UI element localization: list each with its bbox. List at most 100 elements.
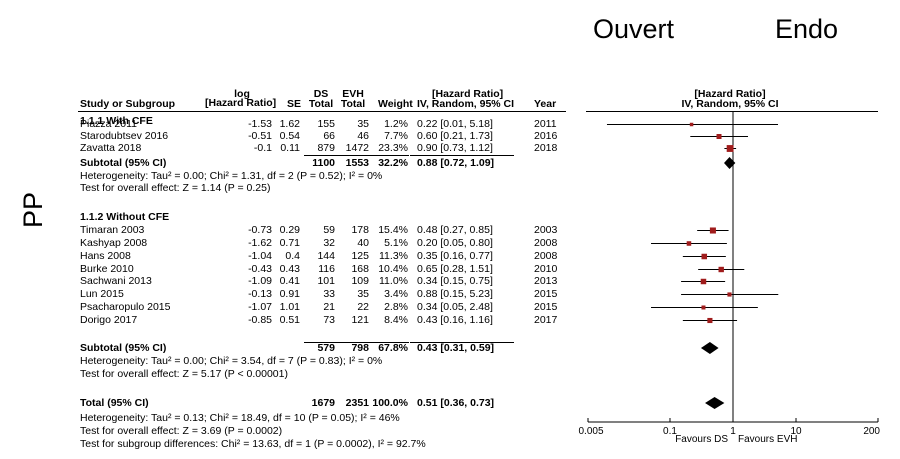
header-plot-bottom: IV, Random, 95% CI [681, 98, 779, 110]
x-tick-label: 200 [863, 426, 880, 437]
total-ds: 1679 [311, 397, 335, 409]
subtotal-rule [304, 342, 409, 343]
ds-total: 21 [323, 301, 335, 313]
ds-total: 116 [318, 263, 335, 275]
overall-effect-text: Test for overall effect: Z = 5.17 (P < 0… [80, 368, 288, 380]
subtotal-ds: 1100 [312, 157, 335, 169]
header-rule-left [78, 111, 566, 112]
ds-total: 155 [317, 118, 335, 130]
year: 2015 [534, 288, 558, 300]
year: 2013 [534, 275, 558, 287]
overall-effect-text: Test for overall effect: Z = 1.14 (P = 0… [80, 182, 271, 194]
study-name: Psacharopulo 2015 [80, 301, 171, 313]
header-weight: Weight [378, 98, 413, 110]
se-value: 0.71 [279, 237, 300, 249]
evh-total: 1472 [345, 142, 369, 154]
se-value: 0.91 [279, 288, 300, 300]
header-study: Study or Subgroup [80, 98, 176, 110]
evh-total: 35 [357, 288, 369, 300]
weight: 1.2% [384, 118, 408, 130]
favours-left-label: Favours DS [675, 434, 728, 445]
header-evh-top: EVH [342, 88, 364, 100]
study-name: Dorigo 2017 [80, 314, 138, 326]
se-value: 1.62 [279, 118, 300, 130]
subtotal-diamond [724, 157, 736, 169]
study-name: Lun 2015 [80, 288, 124, 300]
log-hr: -1.07 [248, 301, 272, 313]
evh-total: 178 [351, 224, 369, 236]
study-name: Kashyap 2008 [80, 237, 148, 249]
evh-total: 125 [351, 250, 369, 262]
study-marker [726, 145, 734, 152]
year: 2003 [534, 224, 558, 236]
header-se: SE [287, 98, 302, 110]
weight: 15.4% [378, 224, 408, 236]
study-name: Starodubtsev 2016 [80, 130, 169, 142]
subtotal-weight: 67.8% [378, 342, 408, 354]
year: 2011 [534, 118, 557, 130]
evh-total: 109 [351, 275, 369, 287]
ds-total: 879 [317, 142, 335, 154]
se-value: 0.29 [279, 224, 300, 236]
se-value: 0.4 [285, 250, 300, 262]
group-title: 1.1.1 With CFE [80, 115, 153, 127]
study-name: Piazza 2011 [80, 118, 138, 130]
ds-total: 66 [323, 130, 335, 142]
total-weight: 100.0% [372, 397, 408, 409]
evh-total: 168 [351, 263, 369, 275]
subtotal-rule [410, 342, 514, 343]
ds-total: 101 [317, 275, 335, 287]
log-hr: -0.13 [248, 288, 272, 300]
log-hr: -0.51 [248, 130, 272, 142]
x-tick-label: 0.1 [663, 426, 677, 437]
year: 2015 [534, 301, 558, 313]
year: 2008 [534, 237, 558, 249]
weight: 10.4% [378, 263, 408, 275]
header-rule-right [586, 111, 878, 112]
subtotal-diamond [700, 342, 719, 354]
header-year: Year [534, 98, 557, 110]
hr-ci: 0.34 [0.15, 0.75] [417, 275, 493, 287]
weight: 3.4% [384, 288, 408, 300]
se-value: 1.01 [279, 301, 300, 313]
total-evh: 2351 [345, 397, 369, 409]
weight: 11.3% [379, 250, 408, 262]
total-ci: 0.51 [0.36, 0.73] [417, 397, 495, 409]
hr-ci: 0.48 [0.27, 0.85] [417, 224, 493, 236]
hr-ci: 0.90 [0.73, 1.12] [417, 142, 493, 154]
header-hr-top: [Hazard Ratio] [432, 88, 504, 100]
weight: 7.7% [384, 130, 408, 142]
x-tick-label: 0.005 [578, 426, 603, 437]
log-hr: -1.53 [248, 118, 272, 130]
se-value: 0.41 [279, 275, 300, 287]
weight: 8.4% [384, 314, 408, 326]
log-hr: -0.43 [248, 263, 272, 275]
heterogeneity-text: Heterogeneity: Tau² = 0.00; Chi² = 3.54,… [80, 355, 383, 367]
subtotal-label: Subtotal (95% CI) [80, 342, 167, 354]
study-name: Zavatta 2018 [80, 142, 142, 154]
total-heterogeneity-text: Heterogeneity: Tau² = 0.13; Chi² = 18.49… [80, 412, 400, 424]
subtotal-ci: 0.88 [0.72, 1.09] [417, 157, 495, 169]
label-endo: Endo [775, 14, 839, 44]
year: 2017 [534, 314, 558, 326]
hr-ci: 0.65 [0.28, 1.51] [417, 263, 493, 275]
log-hr: -0.1 [253, 142, 272, 154]
evh-total: 40 [357, 237, 369, 249]
hr-ci: 0.43 [0.16, 1.16] [417, 314, 493, 326]
subtotal-label: Subtotal (95% CI) [80, 157, 167, 169]
ds-total: 144 [317, 250, 335, 262]
x-tick-label: 10 [790, 426, 802, 437]
study-name: Hans 2008 [80, 250, 131, 262]
year: 2018 [534, 142, 558, 154]
ds-total: 73 [323, 314, 335, 326]
study-marker [707, 317, 713, 324]
weight: 2.8% [384, 301, 408, 313]
subtotal-ci: 0.43 [0.31, 0.59] [417, 342, 495, 354]
study-name: Timaran 2003 [80, 224, 145, 236]
subtotal-evh: 1553 [345, 157, 369, 169]
hr-ci: 0.22 [0.01, 5.18] [417, 118, 493, 130]
header-ds-bottom: Total [308, 98, 334, 110]
hr-ci: 0.60 [0.21, 1.73] [417, 130, 493, 142]
study-marker [727, 292, 732, 297]
